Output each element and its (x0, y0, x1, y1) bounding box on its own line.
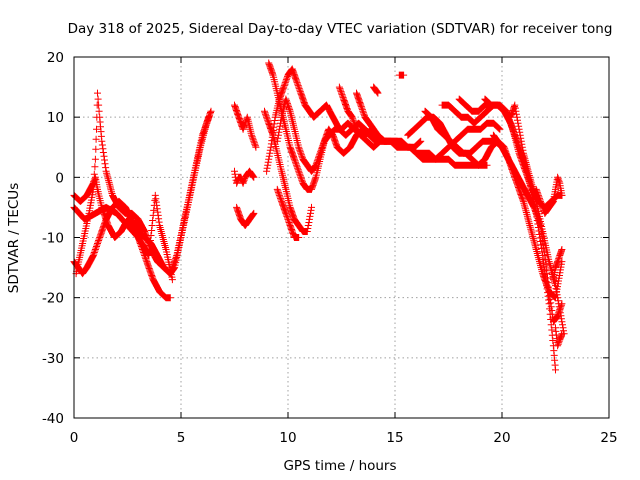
series-point-markers (532, 173, 566, 217)
series-point-markers (70, 173, 174, 302)
series-point-markers (412, 149, 491, 169)
y-tick-label: -40 (42, 411, 64, 427)
y-tick-label: -20 (42, 291, 64, 307)
y-axis-label: SDTVAR / TECUs (6, 183, 22, 293)
series-point-markers (549, 246, 566, 284)
data-points (70, 59, 568, 374)
series-track-l (263, 65, 382, 175)
series-point-markers (261, 107, 315, 235)
series-track-i (261, 107, 315, 235)
series-point-markers (370, 83, 382, 97)
series-track-x (532, 173, 566, 217)
x-tick-label: 5 (177, 430, 186, 446)
series-track-a (70, 173, 174, 302)
series-point-markers (231, 167, 258, 187)
x-tick-label: 20 (493, 430, 510, 446)
series-track-v (481, 95, 568, 338)
x-tick-label: 0 (70, 430, 79, 446)
y-tick-label: -10 (42, 231, 64, 247)
series-point-markers (231, 101, 260, 151)
series-track-w (489, 131, 566, 326)
series-point-markers (273, 185, 303, 241)
y-tick-label: 0 (55, 170, 64, 186)
series-point-markers (552, 324, 566, 350)
axis-ticks: 0 5 10 15 20 25 -40 -30 -20 -10 0 10 20 (42, 50, 618, 446)
y-tick-label: 20 (47, 50, 64, 66)
series-point-markers (481, 95, 568, 338)
series-track-o (370, 83, 382, 97)
series-track-p (395, 71, 408, 79)
series-point-markers (233, 203, 258, 229)
series-track-s (421, 107, 506, 157)
series-point-markers (263, 65, 382, 175)
series-track-e (231, 101, 260, 151)
series-track-g (233, 203, 258, 229)
series-track-f (231, 167, 258, 187)
series-point-markers (421, 107, 506, 157)
series-point-markers (489, 131, 566, 326)
series-track-z (549, 246, 566, 284)
y-tick-label: -30 (42, 351, 64, 367)
series-track-k (273, 185, 303, 241)
y-tick-label: 10 (47, 110, 64, 126)
x-tick-label: 15 (386, 430, 403, 446)
x-tick-label: 25 (600, 430, 617, 446)
series-track-y (552, 324, 566, 350)
series-track-r (412, 149, 491, 169)
chart-title: Day 318 of 2025, Sidereal Day-to-day VTE… (68, 21, 613, 37)
x-tick-label: 10 (279, 430, 296, 446)
series-point-markers (395, 71, 408, 79)
x-axis-label: GPS time / hours (283, 458, 396, 474)
grid-lines (74, 57, 609, 418)
